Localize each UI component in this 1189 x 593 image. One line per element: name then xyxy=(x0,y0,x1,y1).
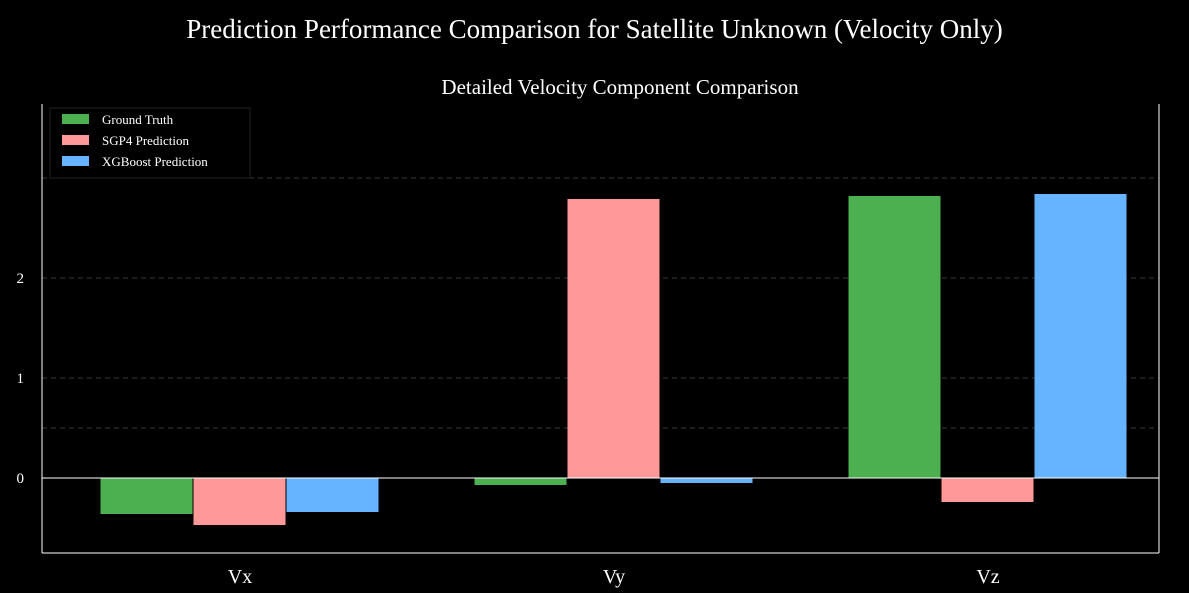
bar-vy-xgboost-prediction xyxy=(660,478,753,483)
axes xyxy=(41,104,1160,554)
legend-label: Ground Truth xyxy=(102,112,174,127)
legend-swatch xyxy=(62,156,89,166)
x-tick-label-vy: Vy xyxy=(603,566,625,588)
y-tick-label: 1 xyxy=(17,371,25,387)
legend-label: XGBoost Prediction xyxy=(102,154,208,169)
x-tick-label-vz: Vz xyxy=(976,566,999,588)
bar-vz-xgboost-prediction xyxy=(1034,194,1127,478)
x-tick-labels: Vx Vy Vz xyxy=(228,566,1000,588)
legend-swatch xyxy=(62,135,89,145)
bar-vz-sgp4-prediction xyxy=(941,478,1034,502)
bars xyxy=(100,194,1127,525)
figure-title: Prediction Performance Comparison for Sa… xyxy=(186,14,1003,44)
bar-vx-ground-truth xyxy=(100,478,193,514)
bar-vy-ground-truth xyxy=(474,478,567,485)
y-tick-label: 0 xyxy=(17,471,25,487)
bar-vz-ground-truth xyxy=(848,196,941,478)
legend-swatch xyxy=(62,114,89,124)
legend: Ground Truth SGP4 Prediction XGBoost Predi… xyxy=(49,107,251,179)
bar-vy-sgp4-prediction xyxy=(567,199,660,478)
y-tick-labels: 0 1 2 xyxy=(17,271,25,487)
y-tick-label: 2 xyxy=(17,271,25,287)
legend-label: SGP4 Prediction xyxy=(102,133,190,148)
x-tick-label-vx: Vx xyxy=(228,566,252,588)
bar-vx-xgboost-prediction xyxy=(286,478,379,512)
chart-title: Detailed Velocity Component Comparison xyxy=(441,75,799,99)
bar-vx-sgp4-prediction xyxy=(193,478,286,525)
